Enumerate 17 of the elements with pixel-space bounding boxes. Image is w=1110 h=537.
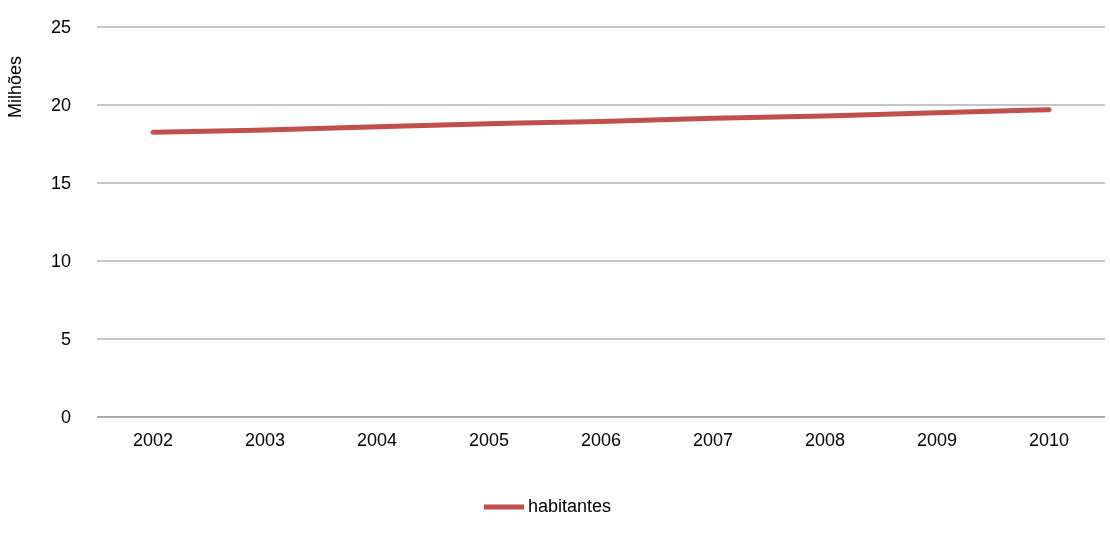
x-tick-label: 2005 xyxy=(468,429,510,450)
y-tick-label: 20 xyxy=(50,95,71,116)
x-tick-label: 2006 xyxy=(580,429,622,450)
y-tick-label: 0 xyxy=(60,407,71,428)
y-tick-label: 10 xyxy=(50,251,71,272)
x-tick-label: 2009 xyxy=(916,429,958,450)
x-tick-label: 2007 xyxy=(692,429,734,450)
y-tick-label: 25 xyxy=(50,17,71,38)
x-tick-label: 2004 xyxy=(356,429,398,450)
x-tick-label: 2002 xyxy=(132,429,174,450)
legend-label: habitantes xyxy=(527,495,612,516)
x-tick-label: 2010 xyxy=(1028,429,1070,450)
x-tick-label: 2008 xyxy=(804,429,846,450)
y-tick-label: 15 xyxy=(50,173,71,194)
y-tick-label: 5 xyxy=(60,329,71,350)
x-tick-label: 2003 xyxy=(244,429,286,450)
y-axis-title: Milhões xyxy=(4,55,25,119)
